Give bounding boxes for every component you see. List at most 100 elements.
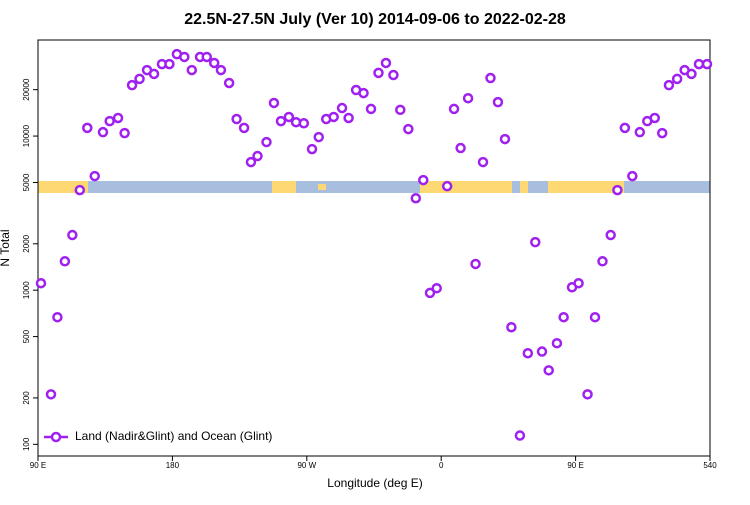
y-tick-label: 100 (22, 437, 31, 451)
data-point (410, 192, 422, 204)
legend-label: Land (Nadir&Glint) and Ocean (Glint) (75, 429, 272, 443)
data-point (208, 57, 220, 69)
data-point (693, 58, 705, 70)
x-tick-label: 90 E (30, 461, 46, 470)
data-point (268, 97, 280, 109)
data-point (663, 79, 675, 91)
y-tick-label: 2000 (22, 234, 31, 252)
land-strip (272, 181, 296, 193)
data-point (164, 58, 175, 70)
y-tick-label: 20000 (22, 78, 31, 101)
data-point (306, 143, 318, 155)
data-point (74, 184, 86, 196)
data-point (148, 68, 160, 80)
data-point (358, 87, 369, 99)
data-point (215, 64, 227, 76)
data-point (612, 184, 623, 196)
land-strip (420, 181, 512, 193)
data-point (89, 170, 100, 182)
data-point (470, 258, 481, 270)
data-point (223, 77, 235, 89)
data-point (365, 103, 377, 115)
data-point (522, 347, 534, 359)
data-point (605, 229, 616, 241)
data-point (231, 113, 242, 125)
y-tick-label: 1000 (22, 281, 31, 299)
data-point (448, 103, 460, 115)
data-point (238, 122, 250, 134)
data-point (59, 256, 71, 267)
x-tick-label: 0 (439, 461, 444, 470)
data-point (97, 126, 109, 138)
y-tick-label: 200 (22, 391, 31, 405)
x-axis-label: Longitude (deg E) (327, 476, 422, 490)
data-point (245, 156, 257, 168)
x-tick-label: 90 W (297, 461, 316, 470)
data-point (52, 311, 63, 323)
data-point (627, 170, 638, 182)
data-point (45, 389, 57, 400)
land-strip (548, 181, 624, 193)
data-point (536, 346, 548, 357)
data-point (373, 67, 384, 79)
data-point (686, 68, 697, 80)
data-point (343, 112, 354, 124)
data-point (201, 51, 212, 63)
data-point (671, 73, 683, 85)
data-point (328, 111, 339, 123)
data-point (35, 277, 47, 289)
data-point (499, 133, 511, 145)
data-point (104, 115, 115, 127)
data-point (485, 72, 496, 84)
ocean-strip (38, 181, 710, 193)
data-point (275, 115, 287, 127)
data-point (261, 136, 272, 148)
data-point (506, 321, 517, 333)
data-point (582, 389, 593, 400)
land-strip (520, 181, 528, 193)
data-point (656, 127, 668, 139)
data-point (649, 112, 660, 124)
data-point (634, 126, 646, 138)
y-tick-label: 10000 (22, 124, 31, 147)
data-point (134, 73, 145, 85)
map-strip (38, 181, 710, 193)
data-point (441, 180, 453, 192)
x-tick-label: 180 (166, 461, 180, 470)
legend-marker (50, 431, 62, 443)
data-point (573, 277, 584, 289)
y-tick-label: 5000 (22, 173, 31, 191)
y-axis-label: N Total (0, 229, 12, 266)
x-tick-label: 90 E (567, 461, 583, 470)
data-point (619, 122, 631, 134)
data-point (530, 236, 541, 248)
data-point (283, 111, 295, 123)
data-point (701, 58, 713, 70)
data-point (543, 365, 554, 376)
data-point (558, 311, 569, 323)
data-point (424, 287, 436, 299)
plot-frame (37, 39, 711, 457)
data-point (597, 256, 608, 267)
data-point (403, 123, 414, 135)
data-point (431, 282, 442, 294)
y-tick-label: 500 (22, 329, 31, 343)
data-point (462, 92, 474, 104)
data-point (179, 51, 190, 63)
data-point (119, 127, 130, 139)
data-point (82, 122, 93, 134)
data-point (455, 142, 466, 154)
data-point (492, 96, 504, 108)
x-tick-label: 540 (703, 461, 717, 470)
data-point (395, 104, 406, 116)
data-point (380, 57, 392, 69)
data-point (336, 102, 348, 114)
data-point (126, 79, 138, 91)
data-point (112, 112, 124, 124)
data-point (477, 156, 489, 168)
land-strip (318, 184, 326, 190)
data-point (418, 174, 429, 186)
data-point (67, 229, 78, 241)
